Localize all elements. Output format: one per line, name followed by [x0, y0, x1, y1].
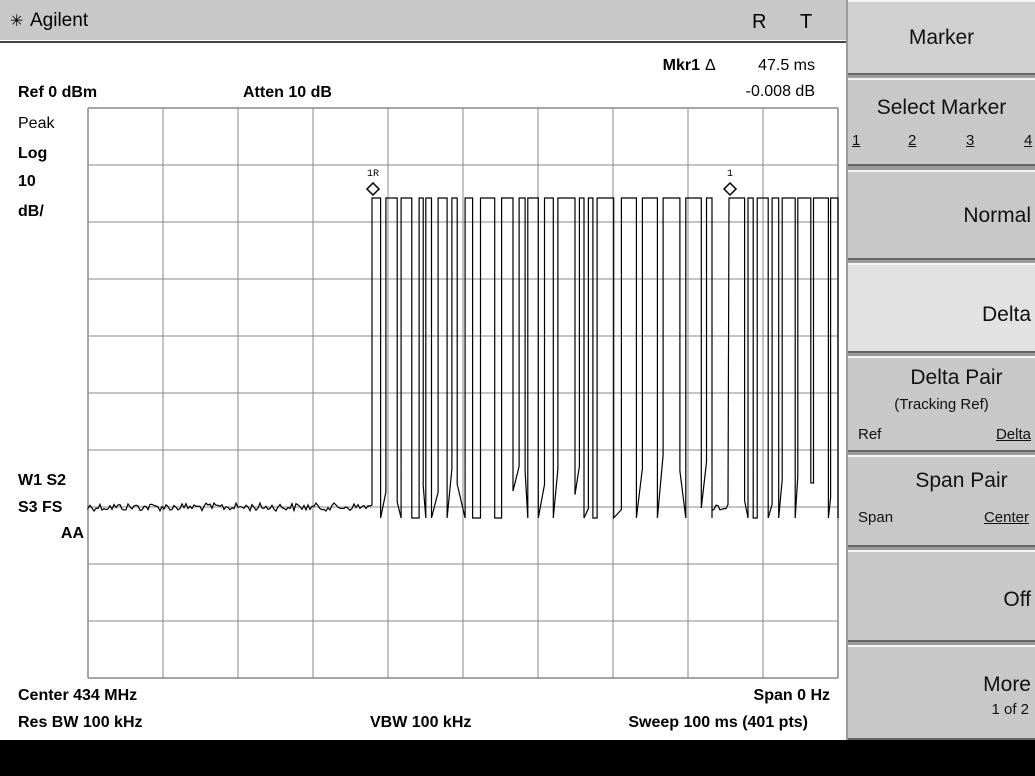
status: W1 S2 — [18, 472, 66, 489]
marker-level: -0.008 dB — [746, 83, 815, 100]
display: ✳ Agilent R T Mkr1 Δ 47.5 ms -0.008 dB R… — [0, 0, 846, 731]
center-freq: Center 434 MHz — [18, 687, 137, 704]
detector: Peak — [18, 115, 55, 132]
softkey[interactable]: Span Pair Span Center — [848, 455, 1035, 547]
ref-level: Ref 0 dBm — [18, 84, 97, 101]
softkey[interactable]: Delta — [848, 263, 1035, 353]
option: 3 — [966, 132, 974, 149]
softkey-right: Center — [983, 509, 1029, 526]
title-bar — [0, 0, 846, 40]
softkey-label: More — [983, 673, 1031, 696]
status: S3 FS — [18, 499, 63, 516]
option: 4 — [1024, 132, 1032, 149]
marker-time: 47.5 ms — [758, 57, 815, 74]
logo: ✳ — [10, 13, 23, 30]
option-2: 2 — [908, 132, 917, 149]
softkey-sublabel: 1 of 2 — [991, 701, 1029, 718]
option-4: 4 — [1024, 132, 1033, 149]
marker-tag: 1R — [367, 169, 379, 180]
menu-title: Marker — [848, 0, 1035, 75]
softkey-label: Normal — [963, 204, 1031, 227]
atten: Atten 10 dB — [243, 84, 332, 101]
softkey[interactable]: More 1 of 2 — [848, 645, 1035, 740]
status: AA — [61, 525, 85, 542]
indicator: T — [800, 11, 812, 33]
scale-type: Log — [18, 145, 47, 162]
softkey-label: Delta — [981, 303, 1031, 326]
softkey-label: Off — [1003, 588, 1031, 611]
res-bw: Res BW 100 kHz — [18, 714, 143, 731]
option: 2 — [908, 132, 916, 149]
vbw: VBW 100 kHz — [370, 714, 471, 731]
softkey-label: Select Marker — [876, 96, 1007, 119]
brand: Agilent — [30, 10, 89, 31]
softkey[interactable]: Select Marker 1 2 3 4 — [848, 78, 1035, 166]
softkey-left: Span — [858, 509, 894, 526]
scale-unit: dB/ — [18, 203, 44, 220]
softkey-label: Delta Pair — [910, 366, 1003, 389]
softkey-right: Delta — [995, 426, 1031, 443]
trace — [87, 197, 839, 520]
marker-label: Mkr1 — [663, 57, 700, 74]
sweep: Sweep 100 ms (401 pts) — [628, 714, 808, 731]
marker-diamond — [365, 181, 381, 197]
option-3: 3 — [966, 132, 975, 149]
scale-value: 10 — [18, 173, 36, 190]
option-1: 1 — [852, 132, 861, 149]
span: Span 0 Hz — [754, 687, 830, 704]
softkey[interactable]: Off — [848, 550, 1035, 642]
marker-diamond — [722, 181, 738, 197]
menu-title-text: Marker — [908, 26, 975, 49]
softkey-label: Span Pair — [915, 469, 1008, 492]
status-bar — [0, 740, 1035, 776]
marker-symbol: Δ — [705, 57, 716, 74]
softkey-sublabel: (Tracking Ref) — [894, 396, 989, 413]
softkey[interactable]: Normal — [848, 170, 1035, 260]
softkey[interactable]: Delta Pair (Tracking Ref) Ref Delta — [848, 356, 1035, 452]
marker-tag: 1 — [727, 169, 733, 180]
option: 1 — [852, 132, 860, 149]
indicator: R — [752, 11, 766, 33]
softkey-left: Ref — [858, 426, 882, 443]
